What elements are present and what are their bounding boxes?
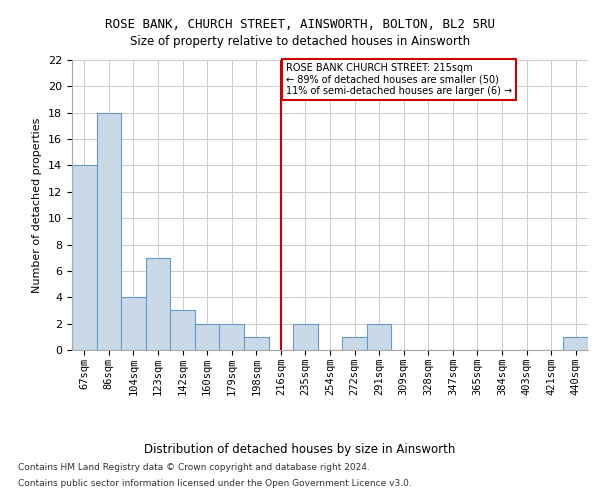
Bar — [146, 258, 170, 350]
Bar — [367, 324, 391, 350]
Text: Distribution of detached houses by size in Ainsworth: Distribution of detached houses by size … — [145, 442, 455, 456]
Text: Contains public sector information licensed under the Open Government Licence v3: Contains public sector information licen… — [18, 478, 412, 488]
Text: ROSE BANK CHURCH STREET: 215sqm
← 89% of detached houses are smaller (50)
11% of: ROSE BANK CHURCH STREET: 215sqm ← 89% of… — [286, 62, 512, 96]
Bar — [72, 166, 97, 350]
Bar — [244, 337, 269, 350]
Bar — [293, 324, 318, 350]
Text: Contains HM Land Registry data © Crown copyright and database right 2024.: Contains HM Land Registry data © Crown c… — [18, 464, 370, 472]
Y-axis label: Number of detached properties: Number of detached properties — [32, 118, 43, 292]
Bar — [220, 324, 244, 350]
Bar — [170, 310, 195, 350]
Bar — [195, 324, 220, 350]
Bar — [97, 112, 121, 350]
Text: ROSE BANK, CHURCH STREET, AINSWORTH, BOLTON, BL2 5RU: ROSE BANK, CHURCH STREET, AINSWORTH, BOL… — [105, 18, 495, 30]
Bar — [563, 337, 588, 350]
Bar — [121, 298, 146, 350]
Text: Size of property relative to detached houses in Ainsworth: Size of property relative to detached ho… — [130, 35, 470, 48]
Bar — [342, 337, 367, 350]
